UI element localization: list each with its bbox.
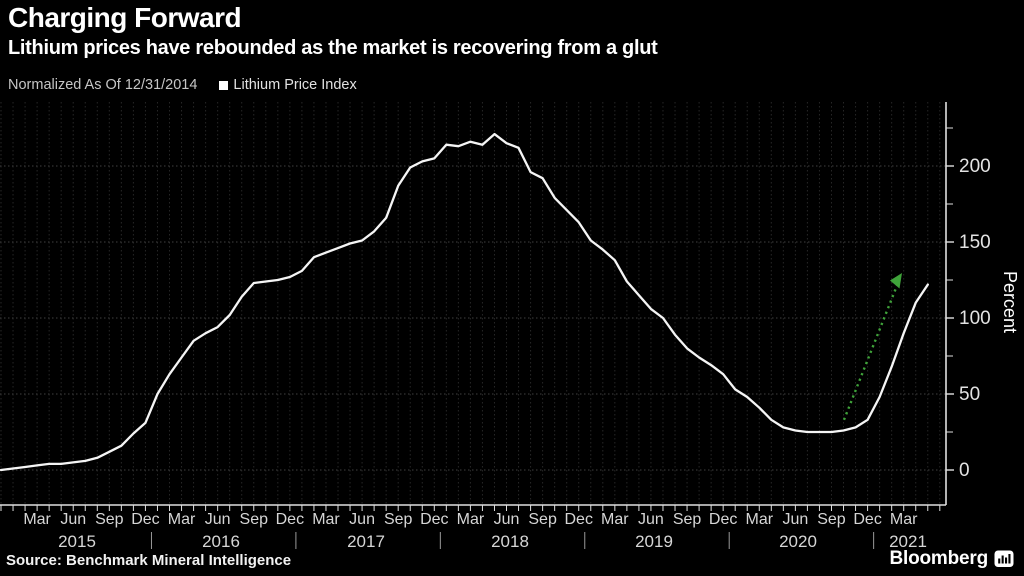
rebound-arrow-head: [890, 273, 902, 289]
y-axis-tick-label: 100: [959, 308, 991, 329]
x-axis-month-label: Mar: [890, 511, 918, 528]
x-axis-month-label: Sep: [240, 511, 269, 528]
x-axis-year-label: 2015: [58, 532, 96, 551]
x-axis-month-label: Mar: [745, 511, 773, 528]
x-axis-year-label: 2018: [491, 532, 529, 551]
legend-series-label: Lithium Price Index: [233, 77, 357, 93]
x-axis-month-label: Jun: [60, 511, 86, 528]
x-axis-month-label: Jun: [782, 511, 808, 528]
x-axis-month-label: Mar: [23, 511, 51, 528]
x-axis-month-label: Jun: [638, 511, 664, 528]
page-subtitle: Lithium prices have rebounded as the mar…: [8, 37, 658, 59]
x-axis-month-label: Dec: [853, 511, 881, 528]
x-axis-month-label: Mar: [168, 511, 196, 528]
x-axis-month-label: Sep: [817, 511, 846, 528]
y-axis-tick-label: 200: [959, 156, 991, 177]
x-axis-month-label: Mar: [457, 511, 485, 528]
x-axis-year-label: 2019: [635, 532, 673, 551]
rebound-arrow-shaft: [842, 279, 901, 421]
y-axis-tick-label: 150: [959, 232, 991, 253]
x-axis-month-label: Dec: [420, 511, 448, 528]
x-axis-year-label: 2017: [347, 532, 385, 551]
legend-normalized-note: Normalized As Of 12/31/2014: [8, 77, 198, 93]
y-axis-title: Percent: [1000, 271, 1020, 333]
x-axis-month-label: Sep: [384, 511, 413, 528]
x-axis-month-label: Dec: [565, 511, 593, 528]
x-axis-month-label: Jun: [494, 511, 520, 528]
legend-series-swatch-icon: [219, 80, 229, 90]
legend: Normalized As Of 12/31/2014 Lithium Pric…: [8, 77, 357, 93]
x-axis-month-label: Dec: [276, 511, 304, 528]
x-axis-month-label: Sep: [95, 511, 124, 528]
y-axis-tick-label: 50: [959, 384, 980, 405]
x-axis-year-label: 2021: [889, 532, 927, 551]
lithium-price-line: [0, 132, 929, 472]
x-axis-month-label: Dec: [709, 511, 737, 528]
y-axis-tick-label: 0: [959, 460, 970, 481]
x-axis-month-label: Jun: [349, 511, 375, 528]
x-axis-month-label: Dec: [131, 511, 159, 528]
x-axis-month-label: Sep: [528, 511, 557, 528]
source-credit: Source: Benchmark Mineral Intelligence: [6, 552, 292, 569]
x-axis-month-label: Jun: [205, 511, 231, 528]
bloomberg-wordmark: Bloomberg: [889, 548, 989, 569]
x-axis-year-label: 2020: [779, 532, 817, 551]
x-axis-month-label: Mar: [601, 511, 629, 528]
bloomberg-mark-icon: [994, 550, 1014, 567]
page-title: Charging Forward: [8, 2, 242, 33]
x-axis-month-label: Mar: [312, 511, 340, 528]
x-axis-year-label: 2016: [202, 532, 240, 551]
x-axis-month-label: Sep: [673, 511, 702, 528]
bloomberg-logo: Bloomberg: [890, 548, 1014, 570]
